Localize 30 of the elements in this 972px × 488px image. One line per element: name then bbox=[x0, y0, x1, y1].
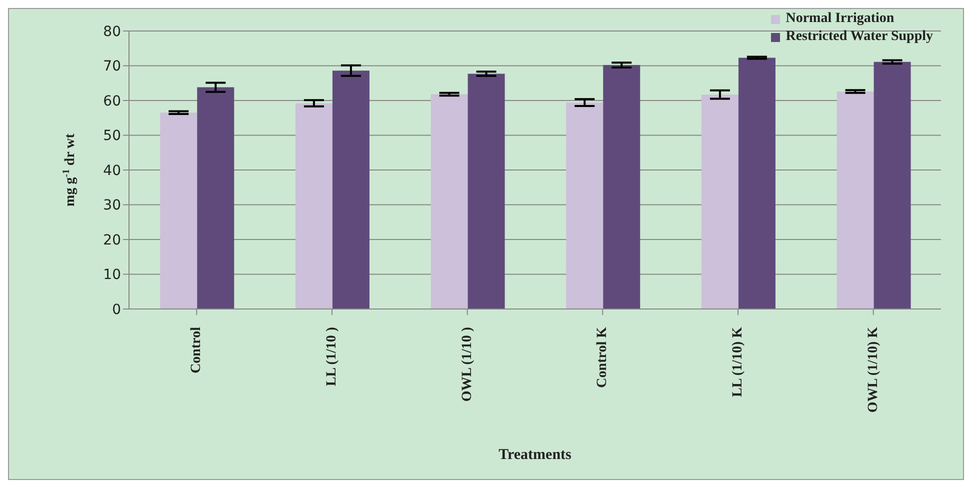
bar bbox=[874, 62, 911, 309]
bar bbox=[468, 74, 505, 309]
x-tick-label: Control K bbox=[595, 326, 610, 388]
bar bbox=[295, 103, 332, 309]
y-tick-label: 70 bbox=[103, 58, 121, 75]
y-tick-label: 50 bbox=[103, 128, 121, 144]
x-tick-label: LL (1/10) K bbox=[730, 326, 746, 398]
y-tick-label: 60 bbox=[103, 93, 121, 110]
bar bbox=[197, 87, 234, 309]
y-tick-label: 40 bbox=[103, 162, 121, 179]
legend-label: Restricted Water Supply bbox=[786, 29, 933, 45]
bar bbox=[332, 70, 370, 309]
bar bbox=[566, 102, 604, 309]
x-tick-label: OWL (1/10) K bbox=[866, 326, 881, 413]
bar bbox=[603, 65, 640, 309]
y-tick-label: 0 bbox=[112, 302, 121, 318]
y-tick-label: 20 bbox=[103, 232, 121, 248]
x-tick-label: LL (1/10 ) bbox=[324, 326, 340, 386]
bar bbox=[701, 94, 738, 309]
bar bbox=[738, 58, 776, 309]
bar bbox=[430, 94, 468, 309]
legend-label: Normal Irrigation bbox=[786, 11, 894, 27]
x-axis-title: Treatments bbox=[498, 447, 572, 463]
x-tick-label: OWL (1/10 ) bbox=[460, 326, 475, 402]
y-tick-label: 10 bbox=[103, 267, 121, 284]
x-tick-label: Control bbox=[189, 326, 204, 374]
y-tick-label: 80 bbox=[103, 24, 121, 40]
bar bbox=[836, 91, 874, 309]
y-tick-label: 30 bbox=[103, 198, 121, 214]
bar bbox=[160, 112, 198, 309]
